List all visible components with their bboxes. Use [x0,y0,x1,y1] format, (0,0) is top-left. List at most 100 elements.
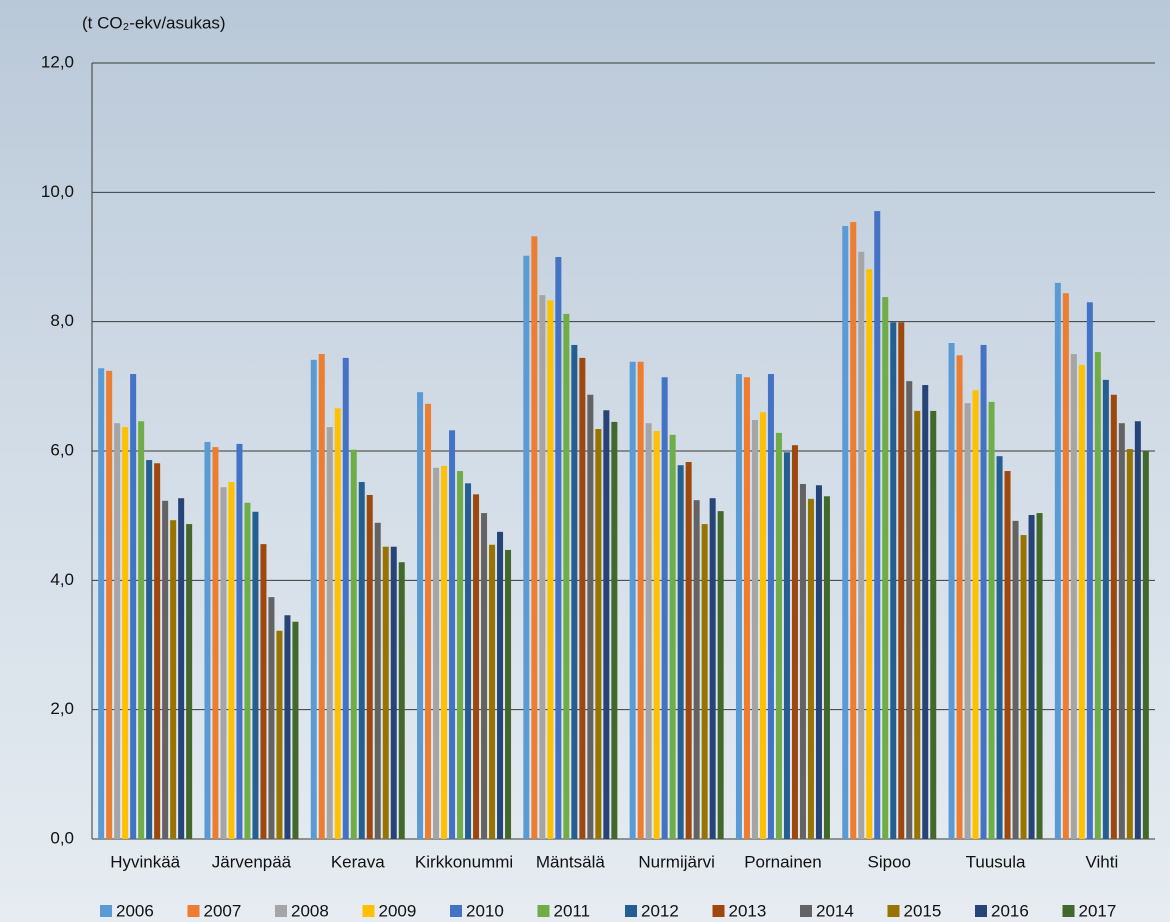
bar [1119,423,1125,839]
legend-swatch [538,905,550,917]
y-tick-label: 8,0 [50,311,74,330]
bar [505,550,511,839]
bar [1037,513,1043,839]
bar [531,236,537,839]
bar [555,257,561,839]
legend-swatch [100,905,112,917]
bar [736,374,742,839]
bar [678,465,684,839]
bar [1063,293,1069,839]
bar [244,503,250,839]
legend-swatch [275,905,287,917]
y-tick-label: 10,0 [41,182,74,201]
bar [311,360,317,839]
x-tick-label: Pornainen [744,852,822,871]
y-tick-label: 0,0 [50,828,74,847]
bar [587,395,593,839]
bar [319,354,325,839]
bar [906,381,912,839]
bar [220,487,226,839]
bar [417,392,423,839]
x-tick-label: Tuusula [966,852,1026,871]
bar [981,345,987,839]
legend-label: 2015 [904,901,942,920]
bar [744,377,750,839]
bar [106,371,112,839]
x-tick-label: Nurmijärvi [638,852,715,871]
x-tick-label: Kirkkonummi [415,852,513,871]
bar [760,412,766,839]
x-tick-label: Mäntsälä [536,852,606,871]
bar [335,408,341,839]
bar [146,460,152,839]
bar [890,322,896,839]
legend-swatch [363,905,375,917]
bar [792,445,798,839]
bar [922,385,928,839]
bar [1029,515,1035,839]
bar [563,314,569,839]
bar [816,485,822,839]
bar [284,615,290,839]
bar [858,252,864,839]
bar [367,495,373,839]
bar [252,512,258,839]
bar [292,622,298,839]
bar [957,355,963,839]
legend-label: 2008 [291,901,329,920]
bar [489,545,495,839]
bar [989,402,995,839]
bar [154,463,160,839]
legend-swatch [1063,905,1075,917]
bar [236,444,242,839]
bar [603,410,609,839]
bar [1111,395,1117,839]
bar [162,501,168,839]
bar [776,433,782,839]
bar [228,482,234,839]
bar [170,520,176,839]
bar [276,631,282,839]
bar [383,547,389,839]
bar [611,422,617,839]
legend-label: 2017 [1079,901,1117,920]
bar [842,226,848,839]
bar [260,544,266,839]
bar [1103,380,1109,839]
bar [204,442,210,839]
x-tick-label: Kerava [331,852,385,871]
bar [1079,365,1085,839]
bar [824,496,830,839]
bar [914,411,920,839]
bar [457,471,463,839]
bar [579,358,585,839]
bar [465,483,471,839]
y-tick-label: 6,0 [50,440,74,459]
bar [122,427,128,839]
bar [630,362,636,839]
x-tick-label: Vihti [1085,852,1118,871]
bar [114,423,120,839]
legend-label: 2011 [554,901,591,920]
legend-label: 2010 [466,901,504,920]
bar [327,427,333,839]
legend-label: 2006 [116,901,154,920]
bar [375,523,381,839]
bar [138,421,144,839]
legend-swatch [713,905,725,917]
bar [1087,302,1093,839]
bar [686,462,692,839]
bar [1021,535,1027,839]
bar [784,452,790,839]
bar [433,468,439,839]
bar [997,456,1003,839]
bar [1055,283,1061,839]
bar [949,343,955,839]
bar [212,447,218,839]
bar [473,494,479,839]
legend-label: 2007 [204,901,242,920]
page: {"chart_data":{"type":"bar","y_axis_labe… [0,0,1170,922]
bar [670,435,676,839]
legend-label: 2014 [816,901,854,920]
y-tick-label: 12,0 [41,52,74,71]
